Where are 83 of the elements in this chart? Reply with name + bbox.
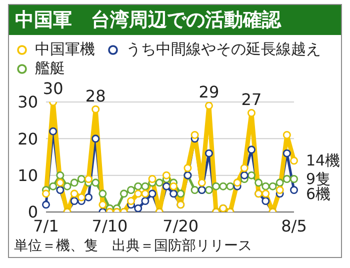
point [49,182,58,190]
point [92,134,100,143]
y-tick-label: 10 [18,166,38,186]
point [170,190,178,198]
text: 単位＝機、隻 出典＝国防部リリース [14,237,252,255]
point [127,197,136,205]
point [162,171,170,180]
point [204,186,213,194]
point [204,149,213,158]
point [134,182,142,190]
point [92,178,100,187]
point [155,178,164,187]
data-label: 9隻 [306,170,331,188]
point [240,171,248,180]
chart-title: 中国軍 台湾周辺での活動確認 [9,5,341,35]
point [219,182,228,190]
point [290,156,298,165]
point [162,182,170,190]
x-tick-label: 7/10 [92,216,128,236]
point [56,171,64,180]
point [282,175,291,183]
point [84,193,93,202]
point [262,182,270,190]
point [49,127,58,136]
point [247,109,256,117]
point [141,190,150,198]
data-label: 14機 [306,152,340,170]
point [70,178,78,187]
x-tick-label: 7/20 [162,216,199,236]
point [148,175,156,183]
point [226,182,234,190]
point [184,164,192,172]
point [262,190,270,198]
legend-label: うち中間線やその延長線越え [126,40,321,59]
point [254,178,263,187]
point [42,200,50,209]
legend-label: 中国軍機 [35,40,95,59]
point [190,186,199,194]
point [70,190,78,198]
x-tick-label: 8/5 [281,216,307,236]
point [190,131,199,139]
point [290,186,298,194]
y-tick-label: 20 [18,129,38,148]
point [148,190,156,198]
point [204,102,213,110]
point [290,175,298,183]
point [212,182,220,190]
data-label: 27 [241,90,262,109]
point [282,131,291,139]
point [84,175,93,183]
point [268,182,277,190]
point [141,182,150,190]
point [170,182,178,190]
point [63,182,72,190]
point [198,178,206,187]
point [282,149,291,158]
point [134,204,142,212]
data-label: 29 [198,82,220,102]
point [134,190,142,198]
legend-label: 艦艇 [35,59,65,78]
point [120,190,128,198]
point [98,190,107,198]
point [240,164,248,172]
point [141,197,150,205]
point [56,178,64,187]
data-label: 28 [85,86,106,106]
y-tick-label: 30 [18,92,38,112]
point [77,193,86,202]
point [77,175,86,183]
point [276,178,284,187]
data-label: 6機 [306,185,331,203]
point [276,186,284,194]
point [262,197,270,205]
point [127,186,136,194]
point [56,186,64,194]
point [247,171,256,180]
point [42,190,50,198]
point [98,200,107,209]
point [70,197,78,205]
point [92,105,100,114]
data-label: 30 [42,79,64,98]
point [247,146,256,154]
point [176,190,185,198]
